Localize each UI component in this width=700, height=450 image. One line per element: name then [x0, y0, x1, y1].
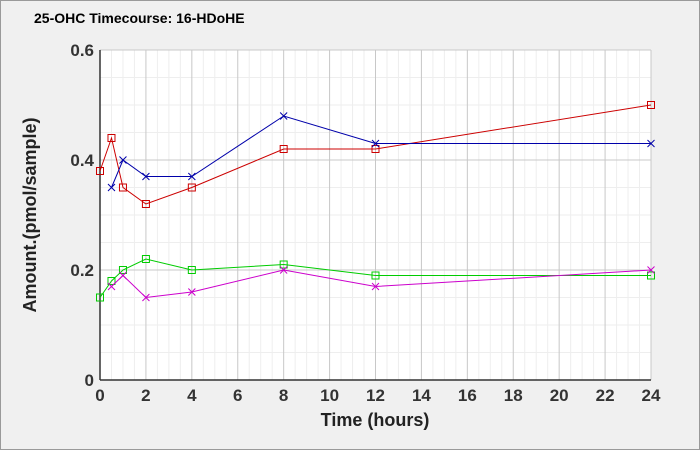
y-tick-label: 0.4: [70, 151, 94, 170]
data-point-marker: [279, 112, 288, 120]
marker-stroke: [371, 139, 380, 148]
data-point-marker: [96, 167, 104, 175]
data-point-marker: [187, 266, 196, 274]
y-tick-label: 0.2: [70, 261, 94, 280]
x-tick-label: 6: [233, 386, 242, 405]
grid-lines: [99, 49, 652, 381]
marker-stroke: [647, 139, 655, 148]
data-point-marker: [371, 271, 380, 280]
data-point-marker: [142, 293, 150, 302]
data-point-marker: [118, 183, 127, 192]
marker-stroke: [187, 288, 196, 296]
x-tick-label: 10: [320, 386, 339, 405]
marker-stroke: [279, 266, 288, 274]
data-point-marker: [107, 134, 116, 142]
data-point-marker: [371, 139, 380, 148]
data-point-marker: [118, 266, 127, 274]
data-point-marker: [371, 145, 380, 153]
marker-stroke: [187, 172, 196, 181]
data-point-marker: [187, 172, 196, 181]
series-line: [99, 104, 652, 205]
data-point-marker: [142, 172, 150, 181]
data-point-marker: [107, 183, 116, 192]
data-point-marker: [187, 183, 196, 192]
x-tick-label: 24: [642, 386, 661, 405]
data-point-marker: [119, 271, 127, 280]
series-line: [99, 258, 651, 298]
x-tick-label: 8: [279, 386, 288, 405]
x-tick-label: 0: [95, 386, 104, 405]
x-tick-labels: 0 2 4 6 8 10 12 14 16 18 20 22 24: [95, 386, 661, 405]
data-point-marker: [107, 277, 116, 285]
x-tick-label: 4: [187, 386, 197, 405]
chart-title: 25-OHC Timecourse: 16-HDoHE: [34, 10, 245, 26]
data-point-marker: [279, 266, 288, 274]
x-tick-label: 12: [366, 386, 385, 405]
data-point-marker: [187, 288, 196, 296]
data-point-marker: [119, 156, 127, 164]
y-tick-label: 0: [85, 371, 94, 390]
series-4: [107, 266, 655, 302]
marker-stroke: [142, 293, 150, 302]
marker-stroke: [279, 112, 288, 120]
data-point-marker: [96, 293, 104, 302]
data-point-marker: [141, 200, 150, 208]
data-point-marker: [647, 139, 655, 148]
marker-stroke: [119, 271, 127, 280]
series-1: [96, 101, 655, 208]
data-point-marker: [647, 101, 655, 109]
data-point-marker: [371, 282, 380, 291]
y-tick-labels: 0 0.2 0.4 0.6: [70, 41, 94, 390]
x-axis-label: Time (hours): [321, 410, 430, 430]
x-tick-label: 2: [141, 386, 150, 405]
x-tick-label: 14: [412, 386, 431, 405]
marker-stroke: [142, 172, 150, 181]
data-point-marker: [647, 271, 655, 280]
x-tick-label: 16: [458, 386, 477, 405]
y-axis-label: Amount.(pmol/sample): [20, 117, 40, 312]
x-tick-label: 18: [504, 386, 523, 405]
data-point-marker: [279, 260, 288, 269]
x-tick-label: 22: [596, 386, 615, 405]
marker-stroke: [647, 266, 655, 274]
data-point-marker: [279, 145, 288, 153]
series-2: [107, 112, 655, 192]
marker-stroke: [107, 282, 116, 291]
marker-stroke: [107, 183, 116, 192]
axes: [99, 50, 651, 381]
marker-stroke: [371, 282, 380, 291]
x-tick-label: 20: [550, 386, 569, 405]
data-point-marker: [141, 255, 150, 263]
data-point-marker: [647, 266, 655, 274]
marker-stroke: [119, 156, 127, 164]
data-point-marker: [107, 282, 116, 291]
y-tick-label: 0.6: [70, 41, 94, 60]
series-layer: [96, 101, 655, 302]
series-3: [96, 255, 655, 302]
